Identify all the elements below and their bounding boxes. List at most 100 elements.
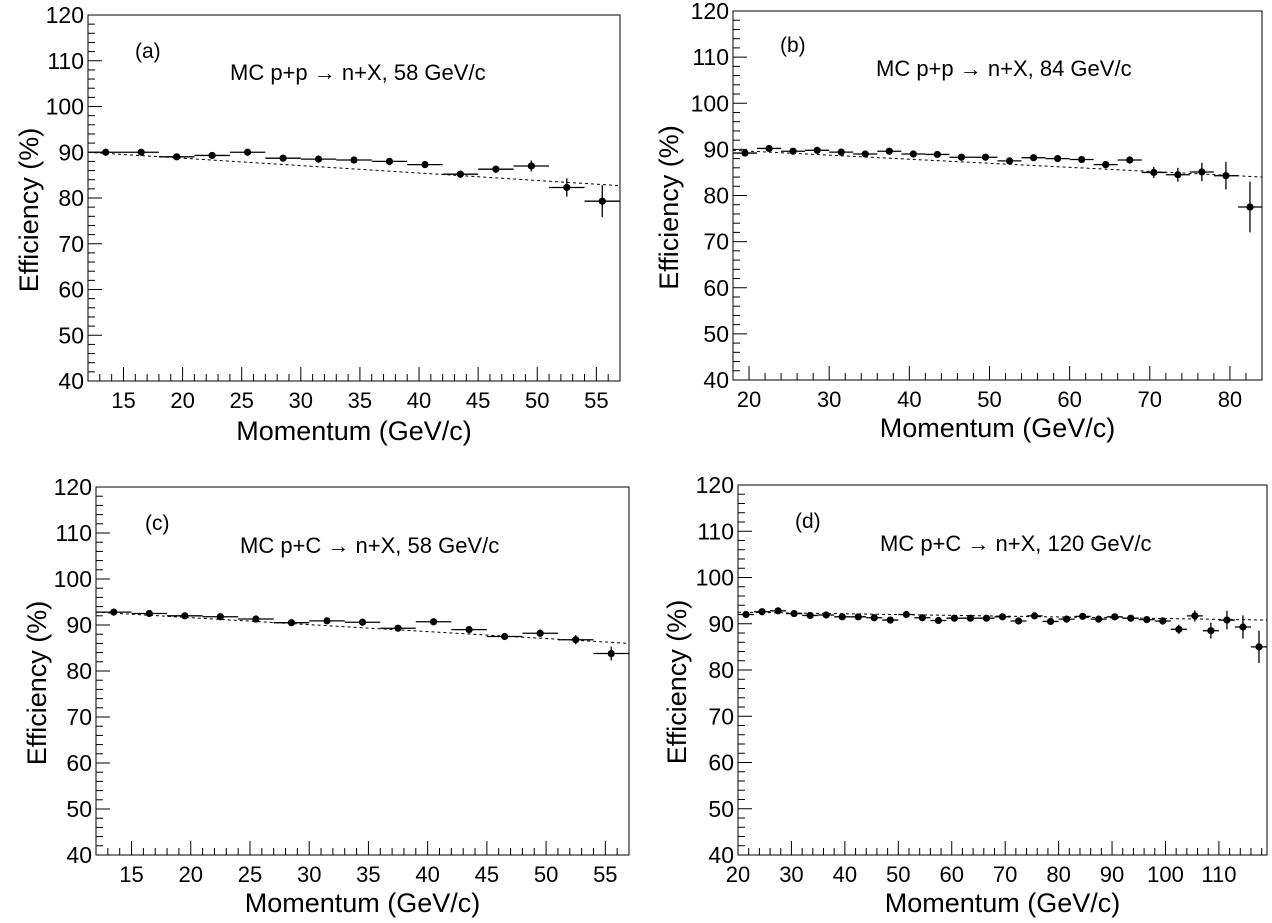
x-tick-label: 15 bbox=[111, 388, 135, 413]
y-tick-label: 70 bbox=[58, 231, 84, 257]
data-point bbox=[300, 155, 337, 163]
data-point bbox=[1010, 617, 1027, 625]
data-point bbox=[1117, 156, 1142, 164]
data-point bbox=[273, 619, 310, 627]
panel-annotation: MC p+p → n+X, 58 GeV/c bbox=[230, 60, 486, 85]
x-axis-title: Momentum (GeV/c) bbox=[245, 888, 481, 918]
point-marker bbox=[456, 170, 464, 178]
point-marker bbox=[813, 146, 821, 154]
panel-annotation: MC p+C → n+X, 120 GeV/c bbox=[880, 531, 1151, 556]
y-axis-title: Efficiency (%) bbox=[654, 125, 684, 290]
y-tick-label: 60 bbox=[708, 750, 734, 776]
data-point bbox=[1141, 166, 1166, 178]
point-marker bbox=[758, 608, 766, 616]
data-point bbox=[336, 156, 372, 164]
y-tick-label: 110 bbox=[697, 518, 734, 544]
x-tick-label: 40 bbox=[407, 388, 431, 413]
y-tick-label: 90 bbox=[58, 139, 84, 165]
data-point bbox=[1021, 154, 1046, 162]
x-tick-label: 45 bbox=[475, 862, 499, 887]
point-marker bbox=[861, 150, 869, 158]
data-point bbox=[978, 614, 995, 622]
point-marker bbox=[1046, 617, 1055, 626]
data-point bbox=[371, 157, 408, 165]
point-marker bbox=[1127, 614, 1135, 622]
x-tick-label: 20 bbox=[179, 862, 203, 887]
point-marker bbox=[465, 626, 473, 634]
data-point bbox=[882, 616, 899, 624]
point-marker bbox=[1078, 155, 1086, 164]
data-point bbox=[850, 613, 867, 621]
data-point bbox=[123, 148, 159, 156]
x-tick-label: 80 bbox=[1218, 387, 1242, 412]
point-marker bbox=[742, 610, 750, 619]
y-tick-label: 70 bbox=[703, 229, 729, 255]
y-tick-label: 50 bbox=[58, 322, 84, 348]
data-point bbox=[853, 150, 878, 158]
x-tick-label: 25 bbox=[238, 862, 262, 887]
y-tick-label: 110 bbox=[55, 520, 92, 546]
y-tick-label: 50 bbox=[66, 796, 92, 822]
y-tick-label: 40 bbox=[703, 367, 729, 393]
point-marker bbox=[933, 150, 941, 159]
point-marker bbox=[998, 613, 1007, 621]
data-point bbox=[1045, 155, 1070, 163]
y-tick-label: 80 bbox=[58, 185, 84, 211]
data-point bbox=[914, 614, 931, 622]
data-point bbox=[770, 607, 787, 615]
point-marker bbox=[1175, 625, 1183, 633]
point-marker bbox=[966, 614, 975, 622]
data-point bbox=[1237, 181, 1262, 233]
point-marker bbox=[1030, 612, 1039, 620]
data-point bbox=[925, 150, 950, 159]
y-tick-label: 100 bbox=[691, 90, 729, 116]
data-point bbox=[1074, 612, 1091, 620]
x-tick-label: 25 bbox=[229, 388, 253, 413]
y-tick-label: 120 bbox=[691, 0, 729, 24]
point-marker bbox=[1223, 616, 1231, 624]
point-marker bbox=[1054, 155, 1062, 163]
point-marker bbox=[957, 153, 966, 161]
point-marker bbox=[173, 153, 181, 161]
y-tick-label: 120 bbox=[46, 2, 84, 28]
point-marker bbox=[137, 148, 145, 156]
x-tick-label: 50 bbox=[977, 387, 1001, 412]
point-marker bbox=[774, 607, 782, 615]
y-tick-label: 110 bbox=[692, 44, 729, 70]
point-marker bbox=[429, 618, 438, 626]
panel-label: (a) bbox=[135, 40, 161, 63]
data-point bbox=[949, 153, 974, 161]
point-marker bbox=[1029, 154, 1038, 162]
fit-line bbox=[732, 149, 1263, 178]
y-tick-label: 50 bbox=[703, 321, 729, 347]
point-marker bbox=[110, 608, 118, 616]
point-marker bbox=[1174, 171, 1182, 179]
point-marker bbox=[1014, 617, 1023, 625]
data-point bbox=[202, 613, 239, 621]
data-point bbox=[238, 615, 274, 623]
y-axis-title: Efficiency (%) bbox=[14, 128, 44, 293]
data-point bbox=[1186, 610, 1203, 622]
y-tick-label: 60 bbox=[66, 750, 92, 776]
data-point bbox=[805, 146, 830, 154]
y-tick-label: 100 bbox=[54, 566, 92, 592]
data-point bbox=[1202, 622, 1219, 639]
data-point bbox=[194, 151, 230, 160]
x-tick-label: 45 bbox=[466, 388, 490, 413]
point-marker bbox=[598, 197, 606, 205]
y-tick-label: 80 bbox=[66, 658, 92, 684]
data-point bbox=[829, 148, 854, 156]
data-point bbox=[818, 611, 835, 619]
point-marker bbox=[1143, 615, 1151, 624]
x-tick-label: 30 bbox=[817, 387, 841, 412]
data-point bbox=[1165, 167, 1190, 182]
point-marker bbox=[806, 611, 814, 620]
y-tick-label: 80 bbox=[703, 183, 729, 209]
point-marker bbox=[1222, 172, 1230, 180]
data-point bbox=[834, 613, 851, 621]
data-point bbox=[309, 617, 345, 625]
point-marker bbox=[886, 616, 894, 624]
data-point bbox=[994, 613, 1011, 621]
point-marker bbox=[358, 618, 367, 626]
